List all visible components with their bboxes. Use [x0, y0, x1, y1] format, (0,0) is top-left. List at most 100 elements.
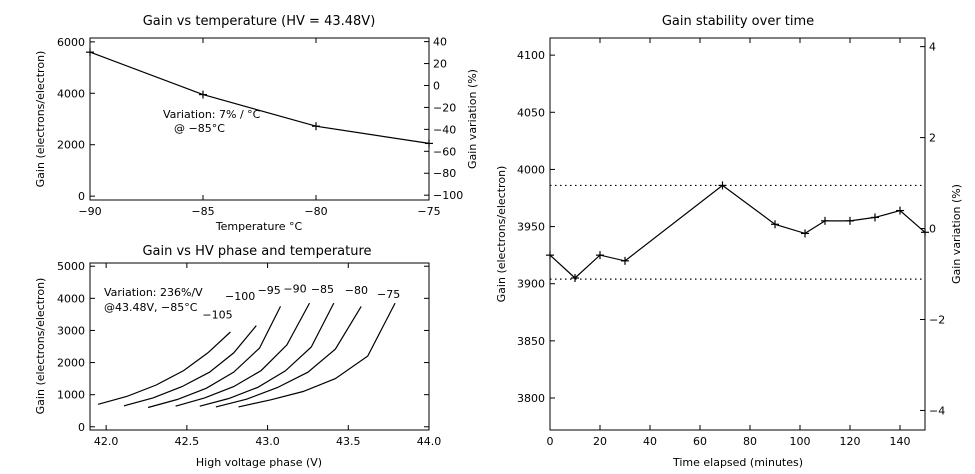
- panel-gain-vs-temperature: Gain vs temperature (HV = 43.48V) −90 −85…: [34, 14, 479, 233]
- y-axis: 0 2000 4000 6000: [57, 36, 95, 203]
- data-point: [86, 48, 94, 57]
- x-tick-label: 140: [890, 435, 911, 448]
- data-point: [801, 229, 809, 238]
- y-tick-label: 5000: [57, 260, 85, 273]
- x-tick-label: 42.5: [175, 435, 200, 448]
- series-label: −85: [311, 283, 334, 296]
- annotation-condition: @43.48V, −85°C: [104, 301, 198, 314]
- x-tick-label: 43.5: [336, 435, 361, 448]
- data-point: [846, 216, 854, 225]
- data-point: [546, 251, 554, 260]
- y-tick-label: 3950: [517, 221, 545, 234]
- x-axis: 0 20 40 60 80 100 120 140: [547, 38, 911, 448]
- chart-title: Gain vs HV phase and temperature: [142, 244, 371, 259]
- y-tick-label: 1000: [57, 389, 85, 402]
- y2-tick-label: 0: [929, 223, 936, 236]
- y-tick-label: 0: [78, 421, 85, 434]
- x-tick-label: −85: [191, 205, 214, 218]
- y-axis: 3800 3850 3900 3950 4000 4050 4100: [517, 49, 555, 405]
- series-layer: −105 −100 −95 −90 −85 −80 −75: [97, 283, 400, 409]
- data-point: [921, 228, 929, 237]
- data-point: [312, 122, 320, 131]
- series-label: −80: [345, 284, 368, 297]
- reference-lines: [550, 184, 925, 280]
- y-tick-label: 4100: [517, 49, 545, 62]
- series-line: [199, 302, 335, 407]
- x-tick-label: 20: [593, 435, 607, 448]
- y-tick-label: 0: [78, 190, 85, 203]
- x-tick-label: 80: [743, 435, 757, 448]
- data-point: [596, 251, 604, 260]
- data-point: [896, 206, 904, 215]
- x-tick-label: 120: [840, 435, 861, 448]
- y-tick-label: 2000: [57, 357, 85, 370]
- y-axis: 0 1000 2000 3000 4000 5000: [57, 260, 429, 434]
- data-point: [425, 139, 433, 148]
- x-axis-label: Temperature °C: [215, 220, 303, 233]
- x-axis: −90 −85 −80 −75: [78, 38, 441, 218]
- x-axis-label: Time elapsed (minutes): [672, 456, 803, 469]
- series-label: −90: [283, 283, 306, 296]
- y2-tick-label: 2: [929, 132, 936, 145]
- series-line: [215, 306, 362, 408]
- x-tick-label: −80: [304, 205, 327, 218]
- chart-title: Gain vs temperature (HV = 43.48V): [143, 14, 376, 29]
- series-line: [147, 306, 282, 409]
- data-point: [821, 216, 829, 225]
- series-line: [97, 331, 231, 405]
- y-tick-label: 3850: [517, 335, 545, 348]
- x-axis: 42.0 42.5 43.0 43.5 44.0: [94, 263, 441, 448]
- x-tick-label: −75: [417, 205, 440, 218]
- y-axis-label: Gain (electrons/electron): [495, 166, 508, 303]
- x-tick-label: 42.0: [94, 435, 119, 448]
- data-point: [621, 256, 629, 265]
- series-layer: [546, 181, 929, 282]
- y-tick-label: 4000: [57, 292, 85, 305]
- y2-axis: 40 20 0 −20 −40 −60 −80 −100: [424, 36, 463, 202]
- plot-frame: [89, 37, 430, 201]
- series-line: [238, 302, 396, 408]
- y-tick-label: 4050: [517, 106, 545, 119]
- x-tick-label: 44.0: [417, 435, 442, 448]
- x-tick-label: 0: [547, 435, 554, 448]
- y2-tick-label: −40: [433, 123, 456, 136]
- y-axis-label: Gain (electrons/electron): [34, 278, 47, 415]
- x-tick-label: 43.0: [255, 435, 280, 448]
- plot-frame: [89, 262, 430, 431]
- annotation-condition: @ −85°C: [174, 122, 225, 135]
- y-tick-label: 3800: [517, 392, 545, 405]
- y2-tick-label: 20: [433, 58, 447, 71]
- series-label: −100: [225, 290, 255, 303]
- y-tick-label: 2000: [57, 139, 85, 152]
- data-point: [771, 220, 779, 229]
- series-layer: [86, 48, 433, 148]
- y2-tick-label: 0: [433, 79, 440, 92]
- chart-title: Gain stability over time: [662, 14, 814, 29]
- y-tick-label: 4000: [517, 163, 545, 176]
- series-label: −105: [202, 309, 232, 322]
- y2-tick-label: −60: [433, 145, 456, 158]
- annotation-variation: Variation: 7% / °C: [163, 108, 261, 121]
- panel-gain-vs-hv: Gain vs HV phase and temperature 42.0 42.…: [34, 244, 441, 469]
- y2-tick-label: −20: [433, 101, 456, 114]
- series-line: [549, 184, 926, 279]
- y2-tick-label: 4: [929, 41, 936, 54]
- x-tick-label: 60: [693, 435, 707, 448]
- data-point: [718, 181, 727, 190]
- x-tick-label: 100: [790, 435, 811, 448]
- annotation-variation: Variation: 236%/V: [104, 286, 203, 299]
- y2-axis: 4 2 0 −2 −4: [920, 41, 945, 417]
- y-tick-label: 3900: [517, 278, 545, 291]
- y-axis-label: Gain (electrons/electron): [34, 51, 47, 188]
- y-tick-label: 3000: [57, 324, 85, 337]
- x-axis-label: High voltage phase (V): [196, 456, 322, 469]
- y2-tick-label: −100: [433, 189, 463, 202]
- data-point: [871, 213, 879, 222]
- x-tick-label: 40: [643, 435, 657, 448]
- data-point: [199, 90, 207, 99]
- y2-axis-label: Gain variation (%): [950, 184, 963, 284]
- y2-tick-label: −4: [929, 404, 945, 417]
- series-label: −95: [258, 284, 281, 297]
